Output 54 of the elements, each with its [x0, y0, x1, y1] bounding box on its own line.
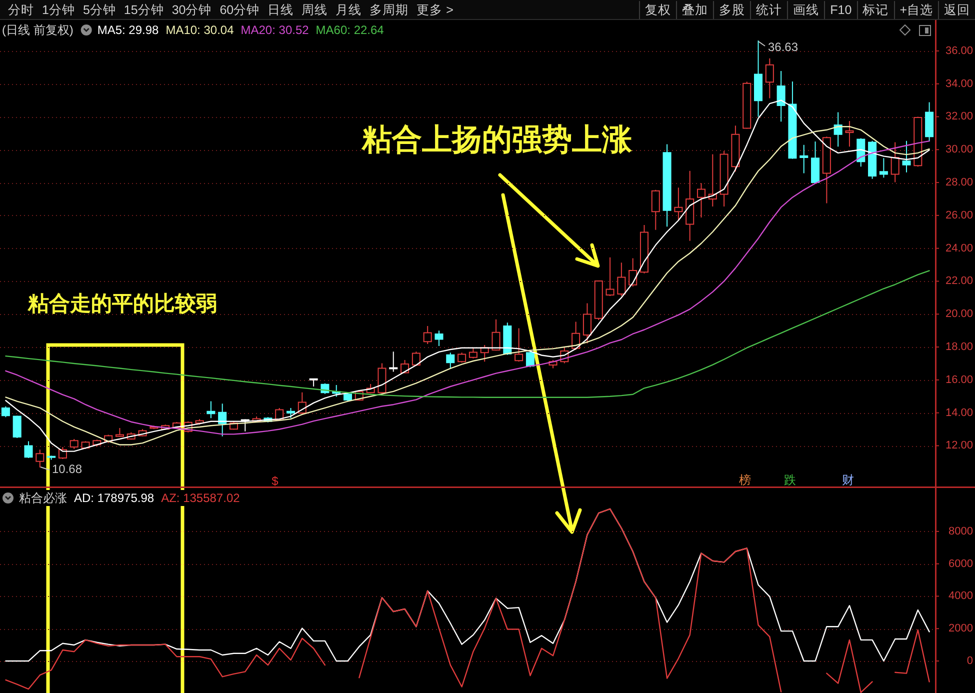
text: 画线: [787, 1, 824, 19]
text: AD: 178975.98: [74, 491, 154, 505]
y-tick-label: 8000: [948, 525, 973, 538]
text: 统计: [750, 1, 788, 19]
y-tick-label: 20.00: [945, 308, 973, 320]
text: MA20: 30.52: [240, 23, 310, 37]
y-tick-label: 14.00: [945, 406, 973, 419]
chart-title: 粘合必涨: [19, 491, 67, 505]
text: AZ: 135587.02: [161, 491, 240, 505]
text: 30分钟: [172, 2, 212, 18]
annotation: 10.68: [52, 462, 82, 476]
y-tick-label: 34.00: [945, 78, 973, 90]
y-tick-label: 30.00: [945, 144, 973, 156]
y-tick-label: 28.00: [945, 176, 973, 189]
text: 分时: [8, 2, 34, 18]
y-tick-label: 22.00: [945, 275, 973, 288]
annotation: 粘合上扬的强势上涨: [361, 124, 633, 156]
text: 15分钟: [124, 2, 164, 18]
text: 多周期: [370, 2, 409, 18]
y-tick-label: 24.00: [945, 242, 973, 254]
text: MA10: 30.04: [166, 23, 234, 37]
annotation: $: [272, 474, 279, 488]
y-tick-label: 26.00: [945, 209, 973, 222]
y-tick-label: 36.00: [945, 44, 973, 57]
annotation: 粘合走的平的比较弱: [27, 292, 217, 316]
text: MA60: 22.64: [316, 23, 384, 37]
annotation: 跌: [784, 473, 796, 487]
text: 月线: [336, 2, 362, 18]
text: 标记: [856, 1, 894, 19]
text: +自选: [894, 1, 938, 19]
y-tick-label: 6000: [948, 558, 973, 570]
y-tick-label: 32.00: [945, 110, 973, 123]
text: F10: [824, 1, 857, 19]
chart-title: (日线 前复权): [2, 23, 74, 37]
text: 1分钟: [42, 2, 75, 18]
text: 周线: [302, 2, 328, 18]
y-tick-label: 12.00: [945, 440, 973, 452]
annotation: 榜: [739, 473, 751, 487]
text: 60分钟: [220, 2, 260, 18]
annotation: 财: [842, 473, 854, 487]
text: 5分钟: [82, 2, 116, 18]
text: 多股: [713, 1, 750, 19]
y-tick-label: 0: [966, 655, 973, 668]
text: 叠加: [676, 1, 714, 19]
text: 复权: [639, 1, 676, 19]
y-tick-label: 16.00: [945, 374, 973, 386]
text: MA5: 29.98: [97, 23, 160, 37]
text: 返回: [938, 1, 975, 19]
text: 日线: [268, 2, 294, 18]
y-tick-label: 4000: [948, 590, 973, 602]
annotation: 36.63: [768, 40, 798, 54]
text: 更多 >: [416, 2, 454, 18]
y-tick-label: 18.00: [945, 341, 973, 354]
y-tick-label: 2000: [948, 622, 973, 635]
